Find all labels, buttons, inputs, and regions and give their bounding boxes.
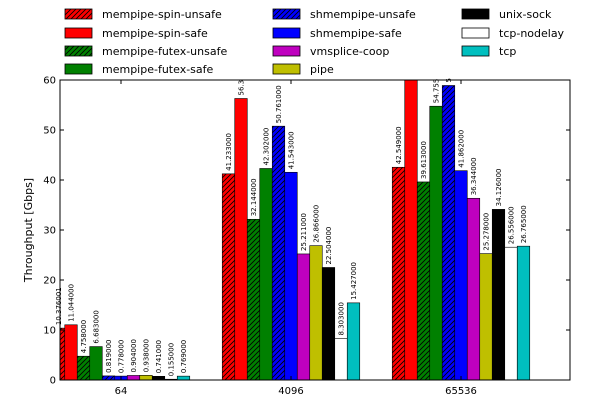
x-tick-label: 65536 xyxy=(445,386,477,397)
data-label-mempipe-futex-safe-4096: 42.302000 xyxy=(263,128,271,166)
legend-label-shmempipe-unsafe: shmempipe-unsafe xyxy=(310,8,416,21)
data-label-vmsplice-coop-4096: 25.211000 xyxy=(300,213,308,251)
bar-shmempipe-unsafe-64 xyxy=(101,375,116,380)
data-label-mempipe-futex-unsafe-64: 4.758000 xyxy=(80,320,88,353)
bar-mempipe-spin-unsafe-4096 xyxy=(221,173,236,380)
data-label-unix-sock-64: 0.741000 xyxy=(155,340,163,373)
legend-label-unix-sock: unix-sock xyxy=(499,8,552,21)
y-tick-label: 60 xyxy=(43,76,56,87)
bar-mempipe-spin-safe-64 xyxy=(64,324,78,380)
bar-shmempipe-unsafe-65536 xyxy=(441,85,456,380)
legend-label-vmsplice-coop: vmsplice-coop xyxy=(310,45,389,58)
legend-swatch-shmempipe-unsafe xyxy=(272,8,301,20)
bar-mempipe-futex-safe-65536 xyxy=(429,105,443,380)
legend-swatch-unix-sock xyxy=(461,8,490,20)
bar-shmempipe-safe-65536 xyxy=(454,170,468,380)
data-label-mempipe-futex-unsafe-4096: 32.144000 xyxy=(250,178,258,216)
data-label-pipe-4096: 26.866000 xyxy=(313,205,321,243)
data-label-mempipe-spin-unsafe-4096: 41.233000 xyxy=(225,133,233,171)
data-label-mempipe-spin-unsafe-65536: 42.549000 xyxy=(395,126,403,164)
bar-mempipe-futex-unsafe-65536 xyxy=(416,181,431,380)
bar-tcp-nodelay-4096 xyxy=(334,338,348,380)
bar-pipe-65536 xyxy=(479,253,493,380)
data-label-shmempipe-safe-65536: 41.862000 xyxy=(458,130,466,168)
legend-label-tcp: tcp xyxy=(499,45,516,58)
y-tick-label: 50 xyxy=(43,126,56,137)
data-label-vmsplice-coop-64: 0.904000 xyxy=(130,339,138,372)
data-label-pipe-64: 0.938000 xyxy=(143,339,151,372)
data-label-tcp-64: 0.769000 xyxy=(180,340,188,373)
bar-mempipe-spin-unsafe-65536 xyxy=(391,166,406,380)
legend: mempipe-spin-unsafe mempipe-spin-safe memp… xyxy=(64,8,565,76)
y-tick-label: 40 xyxy=(43,176,56,187)
data-label-mempipe-futex-safe-65536: 54.755 xyxy=(433,79,441,104)
legend-label-mempipe-spin-safe: mempipe-spin-safe xyxy=(102,27,208,40)
data-labels-group: 10.376001 11.044000 4.758000 6.683000 0.8190… xyxy=(55,78,528,376)
bar-tcp-64 xyxy=(176,375,191,380)
legend-label-mempipe-futex-safe: mempipe-futex-safe xyxy=(102,63,214,76)
bar-vmsplice-coop-64 xyxy=(126,375,141,380)
data-label-shmempipe-unsafe-4096: 50.761000 xyxy=(275,85,283,123)
x-tick-label: 4096 xyxy=(278,386,303,397)
data-label-unix-sock-65536: 34.126000 xyxy=(495,169,503,207)
bar-mempipe-futex-safe-4096 xyxy=(259,168,273,380)
bar-unix-sock-64 xyxy=(151,375,166,380)
y-tick-label: 10 xyxy=(43,326,56,337)
bar-tcp-65536 xyxy=(516,245,531,380)
data-label-mempipe-futex-unsafe-65536: 39.613000 xyxy=(420,141,428,179)
data-label-unix-sock-4096: 22.504000 xyxy=(325,227,333,265)
data-label-tcp-nodelay-65536: 26.556000 xyxy=(508,206,516,244)
bar-mempipe-futex-unsafe-4096 xyxy=(246,218,261,380)
bar-mempipe-futex-safe-64 xyxy=(89,346,103,380)
data-label-shmempipe-safe-64: 0.778000 xyxy=(118,340,126,373)
axes-group: 0 10 20 30 40 50 60 64 4096 65536 xyxy=(43,76,570,397)
legend-swatch-tcp xyxy=(461,45,490,57)
legend-swatch-mempipe-spin-safe xyxy=(64,27,93,39)
data-label-tcp-nodelay-64: 0.155000 xyxy=(168,343,176,376)
bar-shmempipe-safe-4096 xyxy=(284,171,298,380)
legend-swatch-mempipe-futex-unsafe xyxy=(64,45,93,57)
bar-vmsplice-coop-4096 xyxy=(296,253,311,380)
bar-mempipe-spin-safe-4096 xyxy=(234,98,248,380)
legend-swatch-tcp-nodelay xyxy=(461,27,490,39)
bar-tcp-4096 xyxy=(346,302,361,380)
legend-swatch-mempipe-spin-unsafe xyxy=(64,8,93,20)
legend-label-mempipe-futex-unsafe: mempipe-futex-unsafe xyxy=(102,45,227,58)
data-label-mempipe-spin-safe-4096: 56.3 xyxy=(238,80,246,96)
data-label-tcp-65536: 26.765000 xyxy=(520,205,528,243)
bar-unix-sock-4096 xyxy=(321,267,336,380)
data-label-shmempipe-unsafe-64: 0.819000 xyxy=(105,339,113,372)
legend-label-pipe: pipe xyxy=(310,63,334,76)
bar-mempipe-futex-unsafe-64 xyxy=(76,355,91,380)
legend-label-tcp-nodelay: tcp-nodelay xyxy=(499,27,565,40)
data-label-vmsplice-coop-65536: 36.344000 xyxy=(470,157,478,195)
y-tick-label: 30 xyxy=(43,226,56,237)
bar-mempipe-spin-safe-65536 xyxy=(404,80,418,380)
legend-swatch-pipe xyxy=(272,63,301,75)
bars-group xyxy=(60,80,531,380)
bar-shmempipe-unsafe-4096 xyxy=(271,125,286,380)
bar-unix-sock-65536 xyxy=(491,209,506,380)
data-label-mempipe-spin-unsafe-64: 10.376001 xyxy=(55,287,63,325)
legend-swatch-vmsplice-coop xyxy=(272,45,301,57)
data-label-tcp-4096: 15.427000 xyxy=(350,262,358,300)
data-label-mempipe-futex-safe-64: 6.683000 xyxy=(93,310,101,343)
data-label-pipe-65536: 25.278000 xyxy=(483,213,491,251)
legend-label-mempipe-spin-unsafe: mempipe-spin-unsafe xyxy=(102,8,222,21)
y-axis-title: Throughput [Gbps] xyxy=(22,178,35,283)
bar-pipe-64 xyxy=(139,375,153,380)
data-label-tcp-nodelay-4096: 8.303000 xyxy=(338,302,346,335)
bar-tcp-nodelay-65536 xyxy=(504,246,518,380)
data-label-shmempipe-safe-4096: 41.543000 xyxy=(288,131,296,169)
legend-label-shmempipe-safe: shmempipe-safe xyxy=(310,27,402,40)
legend-swatch-shmempipe-safe xyxy=(272,27,301,39)
y-tick-label: 0 xyxy=(50,376,56,387)
data-label-mempipe-spin-safe-64: 11.044000 xyxy=(68,284,76,322)
legend-swatch-mempipe-futex-safe xyxy=(64,63,93,75)
y-tick-label: 20 xyxy=(43,276,56,287)
bar-pipe-4096 xyxy=(309,245,323,380)
x-tick-label: 64 xyxy=(115,386,128,397)
bar-vmsplice-coop-65536 xyxy=(466,197,481,380)
